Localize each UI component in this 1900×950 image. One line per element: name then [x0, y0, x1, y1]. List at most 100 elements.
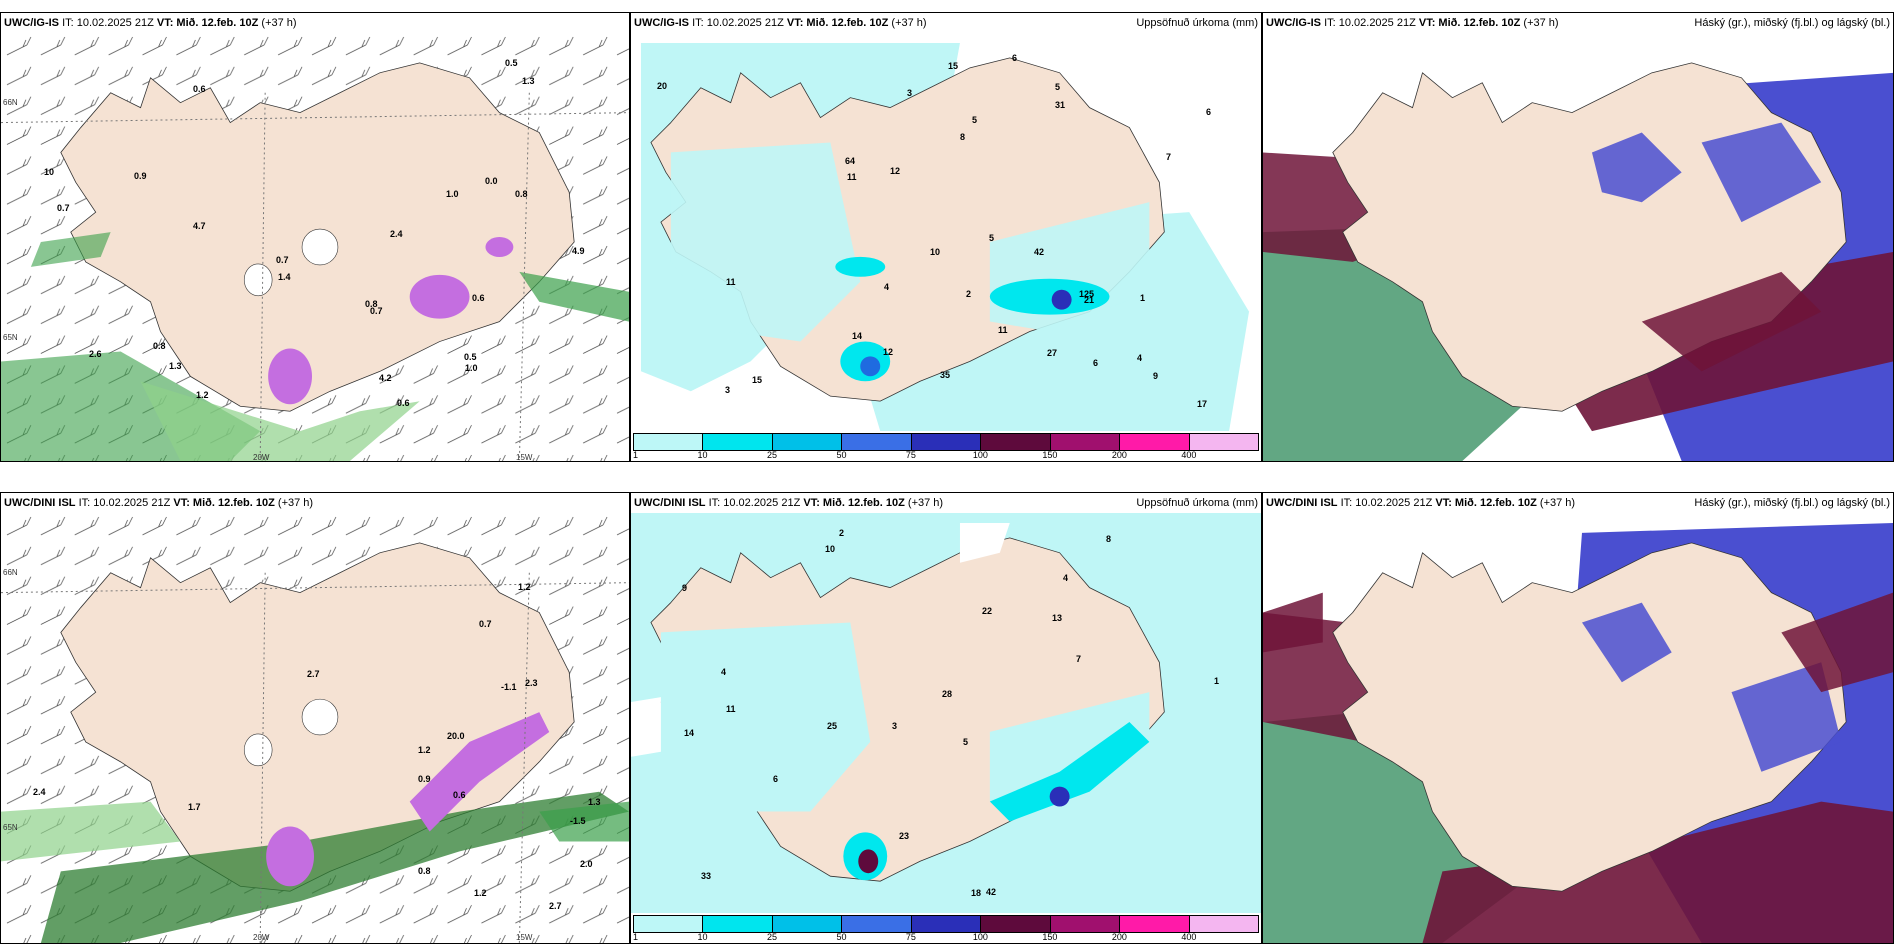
map-value-label: 5 [1055, 82, 1061, 92]
map-value-label: 2.7 [307, 669, 320, 679]
map-value-label: 5 [963, 737, 969, 747]
lon-20-label: 20W [253, 933, 270, 942]
map-value-label: 4 [1137, 353, 1143, 363]
map-value-label: 1 [1140, 293, 1146, 303]
purple-precip-cell [268, 348, 313, 405]
lead-time: (+37 h) [1523, 17, 1559, 29]
map-value-label: 5 [972, 115, 978, 125]
map-value-label: 6 [1093, 358, 1099, 368]
lead-time: (+37 h) [891, 17, 927, 29]
map-value-label: 21 [1084, 295, 1095, 305]
map-value-label: 13 [1052, 613, 1063, 623]
legend-swatch [981, 916, 1051, 932]
map-value-label: 1.2 [196, 390, 209, 400]
lat-line [1, 112, 629, 124]
map-value-label: 0.6 [397, 398, 410, 408]
legend-swatch [1050, 434, 1121, 450]
legend-swatches [633, 915, 1259, 933]
high-precip-cell [858, 849, 879, 874]
valid-time: Mið. 12.feb. 10Z [806, 17, 889, 29]
legend-swatch [911, 434, 982, 450]
legend-swatch [634, 916, 704, 932]
map-value-label: 17 [1197, 399, 1208, 409]
map-value-label: 6 [1206, 107, 1212, 117]
cloud-map-svg [1263, 33, 1893, 461]
green-precip-band [30, 232, 111, 267]
init-time: IT: 10.02.2025 21Z [1340, 497, 1433, 509]
map-value-label: 4 [884, 282, 890, 292]
map-value-label: 0.6 [472, 293, 485, 303]
white-snow-patch [243, 263, 273, 297]
map-value-label: 0.0 [485, 176, 498, 186]
green-precip-band [519, 271, 629, 322]
init-time: IT: 10.02.2025 21Z [62, 17, 154, 29]
map-value-label: 1.0 [446, 189, 459, 199]
light-precip-area [670, 142, 861, 342]
init-time: IT: 10.02.2025 21Z [1324, 17, 1416, 29]
cloud-map [1263, 513, 1893, 943]
wind-map-svg [1, 513, 629, 943]
map-value-label: 7 [1166, 152, 1172, 162]
white-snow-patch [243, 733, 273, 767]
purple-precip-cell [409, 712, 550, 832]
map-value-label: 11 [726, 277, 736, 287]
lead-time: (+37 h) [907, 497, 944, 509]
valid-time: Mið. 12.feb. 10Z [192, 497, 275, 509]
legend-label: 1 [633, 932, 639, 942]
map-value-label: 8 [960, 132, 966, 142]
map-value-label: 1.2 [518, 582, 531, 592]
map-value-label: 15 [752, 375, 763, 385]
map-value-label: 6 [773, 774, 779, 784]
map-value-label: 14 [852, 331, 863, 341]
valid-time-label: VT: [803, 497, 820, 509]
light-precip-area [989, 692, 1150, 812]
valid-time-label: VT: [1435, 497, 1452, 509]
legend-swatch [1050, 916, 1121, 932]
legend-labels: 1 10 25 50 75 100 150 200 400 [633, 932, 1259, 943]
purple-precip-cell [485, 237, 514, 257]
map-value-label: 42 [986, 887, 997, 897]
valid-time-label: VT: [173, 497, 190, 509]
lat-line [1, 582, 629, 594]
legend-label: 400 [1181, 932, 1197, 942]
purple-precip-cell [409, 274, 470, 319]
map-value-label: 1.2 [474, 888, 487, 898]
map-value-label: -1.1 [501, 682, 517, 692]
map-value-label: 12 [890, 166, 901, 176]
map-value-label: 0.5 [464, 352, 477, 362]
map-value-label: 11 [998, 325, 1008, 335]
mid-precip-cell [835, 256, 886, 277]
map-value-label: 0.6 [193, 84, 206, 94]
lead-time: (+37 h) [277, 497, 314, 509]
map-value-label: 2.0 [580, 859, 593, 869]
precip-legend: 1 10 25 50 75 100 150 200 400 [631, 913, 1261, 943]
map-value-label: -1.5 [570, 816, 586, 826]
legend-labels: 1 10 25 50 75 100 150 200 400 [633, 450, 1259, 461]
map-value-label: 1.3 [588, 797, 601, 807]
map-value-label: 35 [940, 370, 951, 380]
map-value-label: 1.2 [418, 745, 431, 755]
map-value-label: 2.6 [89, 349, 102, 359]
panel-title: Uppsöfnuð úrkoma (mm) [1136, 17, 1258, 29]
map-value-label: 9 [682, 583, 688, 593]
cloud-map-svg [1263, 513, 1893, 943]
map-value-label: 0.9 [418, 774, 431, 784]
high-precip-cell [1051, 289, 1072, 310]
high-cloud-area [1641, 271, 1822, 372]
precip-map [631, 513, 1261, 913]
map-value-label: 14 [684, 728, 695, 738]
map-value-label: 2.4 [390, 229, 403, 239]
lat-65-label: 65N [3, 823, 18, 832]
map-value-label: 18 [971, 888, 982, 898]
cloud-map [1263, 33, 1893, 461]
map-value-label: 25 [827, 721, 838, 731]
map-value-label: 20.0 [447, 731, 465, 741]
map-value-label: 2 [839, 528, 845, 538]
map-value-label: 4 [1063, 573, 1069, 583]
legend-label: 75 [905, 932, 916, 942]
white-snow-patch [301, 228, 339, 266]
model-name: UWC/DINI ISL [1266, 497, 1338, 509]
map-value-label: 0.7 [370, 306, 383, 316]
map-value-label: 2.4 [33, 787, 46, 797]
init-time: IT: 10.02.2025 21Z [708, 497, 801, 509]
